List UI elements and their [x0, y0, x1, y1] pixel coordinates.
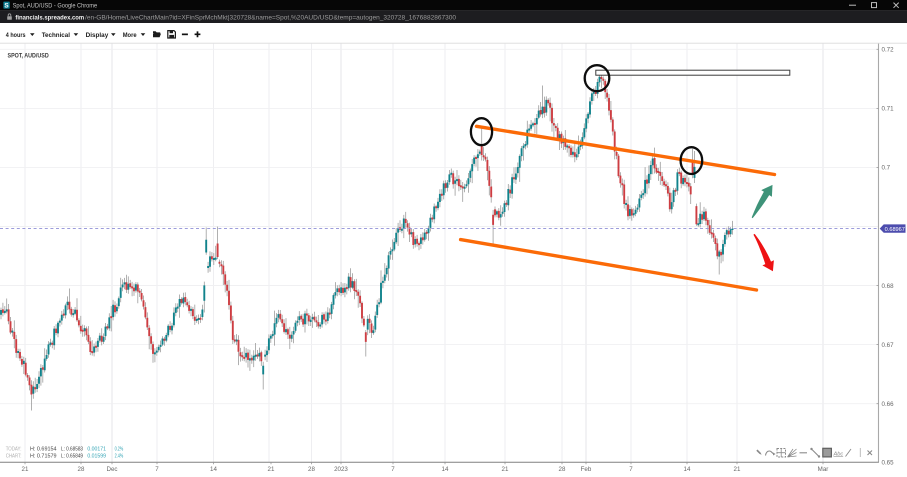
- svg-text:0.65: 0.65: [882, 460, 895, 467]
- svg-text:Spot, AUD/USD - Google Chrome: Spot, AUD/USD - Google Chrome: [13, 3, 98, 10]
- svg-text:21: 21: [22, 466, 29, 473]
- svg-text:More: More: [123, 32, 137, 39]
- svg-text:14: 14: [210, 466, 217, 473]
- svg-text:Technical: Technical: [42, 32, 70, 39]
- svg-text:7: 7: [629, 466, 633, 473]
- svg-text:0.67: 0.67: [882, 342, 895, 349]
- svg-text:4 hours: 4 hours: [6, 32, 26, 39]
- svg-text:Feb: Feb: [581, 466, 592, 473]
- svg-text:H: 0.69154: H: 0.69154: [30, 446, 57, 452]
- svg-text:H: 0.71579: H: 0.71579: [30, 454, 57, 460]
- svg-text:0.2%: 0.2%: [115, 446, 124, 452]
- svg-text:CHART:: CHART:: [6, 454, 22, 460]
- svg-text:L: 0.68583: L: 0.68583: [61, 446, 83, 452]
- svg-text:0.00171: 0.00171: [87, 446, 106, 452]
- svg-text:0.72: 0.72: [882, 47, 895, 54]
- svg-text:financials.spreadex.com: financials.spreadex.com: [15, 14, 84, 21]
- svg-text:28: 28: [308, 466, 315, 473]
- svg-text:14: 14: [684, 466, 691, 473]
- svg-text:L: 0.65849: L: 0.65849: [61, 454, 83, 460]
- svg-text:0.01599: 0.01599: [87, 454, 106, 460]
- svg-text:28: 28: [559, 466, 566, 473]
- svg-text:S: S: [4, 3, 9, 10]
- svg-text:/en-GB/Home/LiveChartMain?id=X: /en-GB/Home/LiveChartMain?id=XFinSprMchM…: [85, 14, 456, 21]
- svg-text:Display: Display: [86, 32, 109, 39]
- svg-text:7: 7: [391, 466, 395, 473]
- svg-text:14: 14: [442, 466, 449, 473]
- svg-text:SPOT, AUD/USD: SPOT, AUD/USD: [8, 53, 49, 60]
- svg-text:21: 21: [268, 466, 275, 473]
- svg-text:Dec: Dec: [106, 466, 117, 473]
- svg-text:0.68: 0.68: [882, 283, 895, 290]
- svg-text:Abc: Abc: [833, 451, 844, 457]
- svg-text:28: 28: [78, 466, 85, 473]
- svg-text:2.4%: 2.4%: [115, 454, 124, 460]
- svg-text:0.7: 0.7: [882, 165, 891, 172]
- svg-text:21: 21: [734, 466, 741, 473]
- svg-text:0.68967: 0.68967: [885, 227, 905, 233]
- svg-text:0.66: 0.66: [882, 401, 895, 408]
- svg-text:2023: 2023: [334, 466, 348, 473]
- svg-text:Mar: Mar: [818, 466, 829, 473]
- svg-text:0.71: 0.71: [882, 106, 895, 113]
- svg-text:TODAY:: TODAY:: [6, 446, 22, 452]
- svg-text:21: 21: [502, 466, 509, 473]
- svg-text:7: 7: [155, 466, 159, 473]
